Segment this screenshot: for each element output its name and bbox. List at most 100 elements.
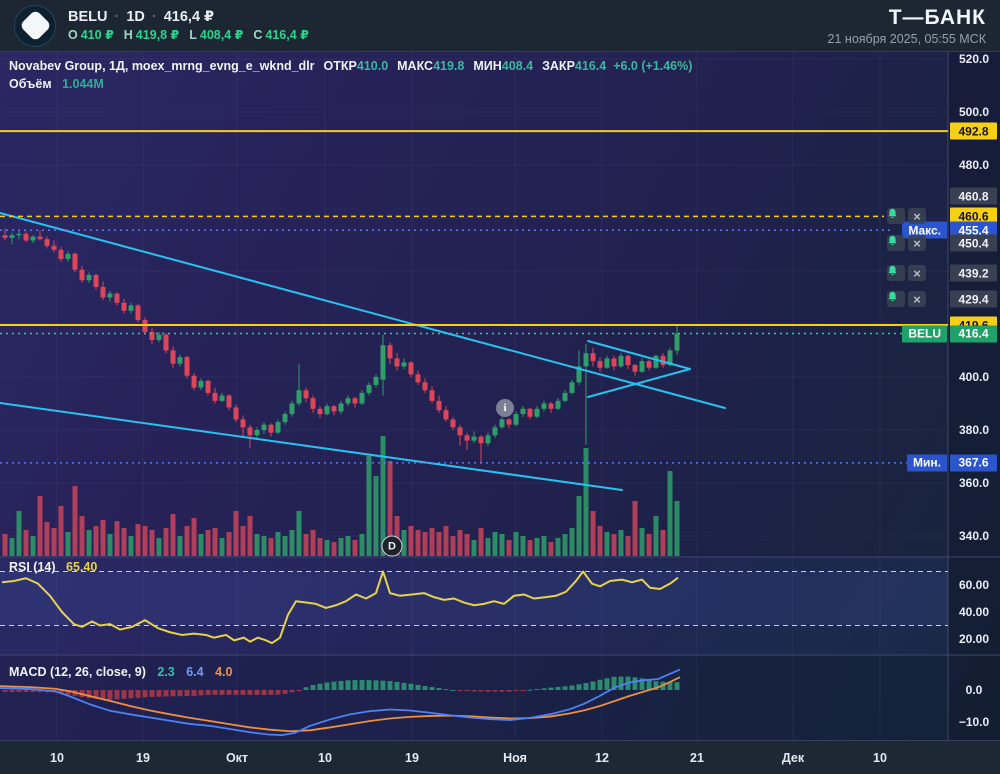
- macd-histogram-bar: [2, 690, 8, 692]
- volume-bar: [359, 534, 365, 556]
- macd-histogram-bar: [317, 683, 323, 690]
- candle: [436, 400, 442, 411]
- volume-bar: [247, 516, 253, 556]
- candle: [590, 353, 596, 362]
- volume-bar: [674, 501, 680, 556]
- volume-bar: [149, 530, 155, 556]
- volume-bar: [107, 534, 113, 556]
- volume-bar: [86, 530, 92, 556]
- volume-bar: [331, 542, 337, 556]
- macd-histogram-bar: [93, 690, 99, 699]
- macd-histogram-bar: [58, 690, 64, 694]
- price-levels: [0, 130, 948, 464]
- candle: [149, 331, 155, 340]
- ohlc-item: O 410 ₽: [68, 28, 114, 42]
- macd-histogram-bar: [184, 690, 190, 697]
- volume-bar: [555, 538, 561, 556]
- macd-histogram-bar: [464, 690, 470, 692]
- macd-histogram-bar: [506, 690, 512, 692]
- candle: [345, 398, 351, 404]
- alert-dismiss-button[interactable]: ×: [908, 235, 926, 252]
- macd-histogram-bar: [618, 676, 624, 690]
- macd-histogram-bar: [394, 681, 400, 690]
- price-axis-badge[interactable]: 492.8: [950, 122, 997, 140]
- macd-signal-value: 4.0: [215, 665, 233, 679]
- macd-histogram-bar: [142, 690, 148, 698]
- alert-dismiss-button[interactable]: ×: [908, 265, 926, 282]
- chart-canvas[interactable]: [0, 52, 1000, 740]
- change-value: +6.0 (+1.46%): [613, 59, 693, 73]
- trendline[interactable]: [0, 212, 726, 409]
- dividend-marker[interactable]: D: [381, 535, 403, 557]
- symbol-name[interactable]: BELU: [68, 9, 108, 25]
- volume-bar: [464, 534, 470, 556]
- volume-bar: [366, 456, 372, 556]
- macd-histogram-bar: [548, 687, 554, 690]
- price-axis-badge[interactable]: 450.4: [950, 234, 997, 252]
- volume-bar: [2, 534, 8, 556]
- ohlc-item: C 416,4 ₽: [253, 28, 309, 42]
- rsi-line: [1, 570, 679, 645]
- info-marker[interactable]: i: [496, 399, 514, 417]
- macd-histogram-bar: [205, 690, 211, 695]
- timeframe[interactable]: 1D: [126, 9, 145, 25]
- price-axis-badge[interactable]: 416.4: [950, 325, 997, 343]
- rsi-value: 65.40: [66, 560, 98, 574]
- volume-bar: [135, 524, 141, 556]
- candle: [534, 408, 540, 417]
- price-axis-badge[interactable]: 367.6: [950, 454, 997, 472]
- candle: [226, 395, 232, 408]
- candle: [121, 302, 127, 311]
- candle: [44, 239, 50, 246]
- candle: [513, 414, 519, 425]
- candle: [79, 269, 85, 281]
- alert-row: ×: [887, 208, 926, 225]
- time-axis-label: Окт: [225, 751, 249, 765]
- volume-label: Объём: [9, 77, 52, 91]
- datetime: 21 ноября 2025, 05:55 МСК: [827, 31, 986, 46]
- macd-histogram-bar: [128, 690, 134, 699]
- price-axis-label: 360.0: [958, 476, 990, 490]
- candle: [93, 274, 99, 287]
- trendline[interactable]: [0, 402, 623, 491]
- time-axis[interactable]: 10 19 Окт 10 19 Ноя 12 21 Дек 10: [0, 740, 1000, 774]
- price-axis-badge[interactable]: 460.6: [950, 207, 997, 225]
- candle: [457, 427, 463, 436]
- macd-histogram-bar: [611, 676, 617, 690]
- candle: [527, 408, 533, 417]
- alert-bell-button[interactable]: [887, 235, 905, 252]
- macd-histogram-bar: [373, 680, 379, 690]
- range-tag: Мин.: [907, 454, 947, 472]
- macd-histogram-bar: [604, 678, 610, 690]
- volume-bar: [65, 532, 71, 556]
- volume-bar: [632, 501, 638, 556]
- volume-bar: [667, 471, 673, 556]
- macd-histogram-bar: [555, 686, 561, 690]
- volume-bar: [191, 518, 197, 556]
- volume-bar: [492, 532, 498, 556]
- range-tag: Макс.: [902, 221, 947, 239]
- bank-logo: Т—БАНК: [888, 5, 986, 29]
- candle: [625, 355, 631, 366]
- volume-bar: [429, 528, 435, 556]
- price-axis-badge[interactable]: 455.4: [950, 221, 997, 239]
- price-axis-badge[interactable]: 439.2: [950, 264, 997, 282]
- candle: [667, 350, 673, 366]
- macd-histogram-bar: [485, 690, 491, 692]
- alert-bell-button[interactable]: [887, 208, 905, 225]
- alert-dismiss-button[interactable]: ×: [908, 208, 926, 225]
- alert-bell-button[interactable]: [887, 291, 905, 308]
- alert-dismiss-button[interactable]: ×: [908, 291, 926, 308]
- macd-histogram-bar: [387, 681, 393, 690]
- price-axis-badge[interactable]: 429.4: [950, 290, 997, 308]
- trendline[interactable]: [587, 340, 691, 370]
- macd-histogram-bar: [86, 690, 92, 699]
- volume-bar: [478, 528, 484, 556]
- trendline[interactable]: [587, 368, 691, 398]
- macd-histogram-bar: [513, 690, 519, 692]
- macd-histogram-bar: [520, 690, 526, 691]
- candle: [485, 435, 491, 444]
- price-axis-badge[interactable]: 460.8: [950, 187, 997, 205]
- chart-region[interactable]: Novabev Group, 1Д, moex_mrng_evng_e_wknd…: [0, 52, 1000, 740]
- alert-bell-button[interactable]: [887, 265, 905, 282]
